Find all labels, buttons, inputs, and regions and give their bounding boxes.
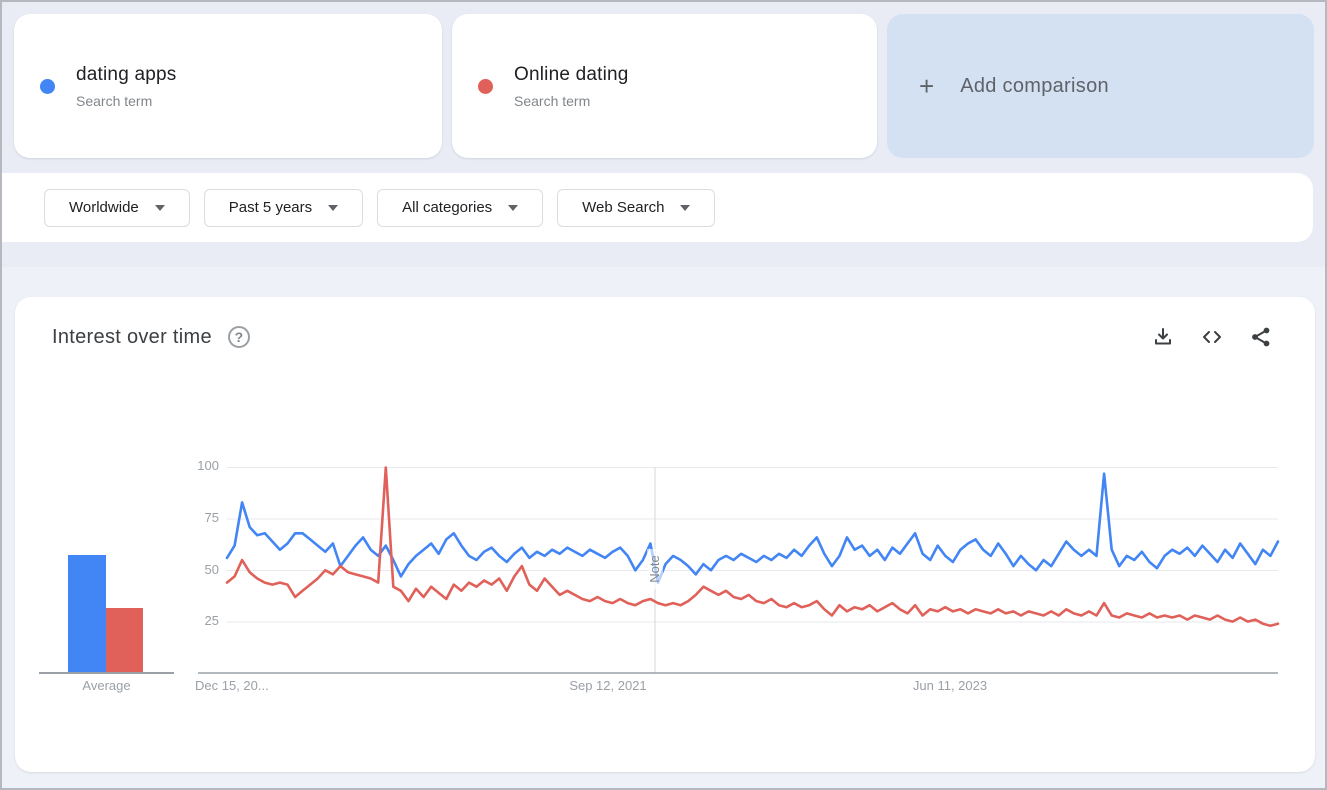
y-tick-75: 75 [204, 510, 219, 525]
y-tick-100: 100 [197, 458, 219, 473]
add-comparison-label: Add comparison [960, 74, 1109, 97]
filter-search-type-label: Web Search [582, 199, 665, 216]
term-sublabel: Search term [514, 92, 591, 109]
average-bar-online-dating [106, 608, 143, 672]
chart-actions [1151, 325, 1273, 349]
interest-over-time-card: Interest over time ? [15, 297, 1315, 772]
filter-region-dropdown[interactable]: Worldwide [44, 188, 190, 227]
term-text: dating apps Search term [76, 64, 176, 109]
y-tick-50: 50 [204, 562, 219, 577]
chevron-down-icon [328, 204, 339, 211]
note-marker-label[interactable]: Note [647, 549, 663, 589]
line-series-dating-apps [225, 472, 1280, 584]
x-label-start: Dec 15, 20... [195, 678, 269, 693]
average-bar-chart [39, 442, 174, 674]
series-dot-red-icon [478, 78, 493, 94]
x-label-middle: Sep 12, 2021 [569, 678, 647, 693]
term-label: Online dating [514, 63, 629, 85]
chart-title: Interest over time [52, 325, 212, 348]
filter-category-label: All categories [402, 199, 493, 216]
search-term-card-online-dating[interactable]: Online dating Search term [452, 14, 877, 158]
x-label-end: Jun 11, 2023 [912, 678, 988, 693]
filter-time-range-dropdown[interactable]: Past 5 years [203, 188, 364, 227]
average-label: Average [82, 678, 131, 693]
chevron-down-icon [680, 204, 691, 211]
average-bar-dating-apps [68, 555, 106, 672]
average-axis-line [39, 672, 174, 674]
term-sublabel: Search term [76, 92, 153, 109]
search-term-card-dating-apps[interactable]: dating apps Search term [14, 14, 442, 158]
filter-region-label: Worldwide [69, 199, 139, 216]
chevron-down-icon [508, 204, 519, 211]
download-icon[interactable] [1151, 325, 1175, 349]
plus-icon: + [919, 71, 935, 101]
help-icon[interactable]: ? [227, 326, 250, 348]
add-comparison-button[interactable]: + Add comparison [887, 14, 1314, 158]
embed-icon[interactable] [1200, 325, 1224, 349]
term-label: dating apps [76, 63, 177, 85]
filter-bar: Worldwide Past 5 years All categories We… [2, 173, 1313, 242]
chart-card-header: Interest over time ? [52, 325, 1273, 349]
share-icon[interactable] [1249, 325, 1273, 349]
y-tick-25: 25 [204, 613, 219, 628]
line-series-online-dating [225, 466, 1280, 628]
filter-search-type-dropdown[interactable]: Web Search [557, 188, 716, 227]
filter-category-dropdown[interactable]: All categories [377, 188, 544, 227]
term-text: Online dating Search term [514, 64, 629, 109]
series-dot-blue-icon [40, 78, 55, 94]
chevron-down-icon [154, 204, 165, 211]
filter-time-range-label: Past 5 years [228, 199, 313, 216]
interest-over-time-line-chart[interactable] [182, 442, 1292, 687]
